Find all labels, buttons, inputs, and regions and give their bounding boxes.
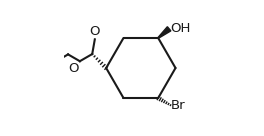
- Text: O: O: [89, 25, 100, 38]
- Polygon shape: [158, 27, 171, 38]
- Text: Br: Br: [171, 99, 186, 112]
- Text: OH: OH: [170, 22, 190, 35]
- Text: O: O: [68, 62, 79, 75]
